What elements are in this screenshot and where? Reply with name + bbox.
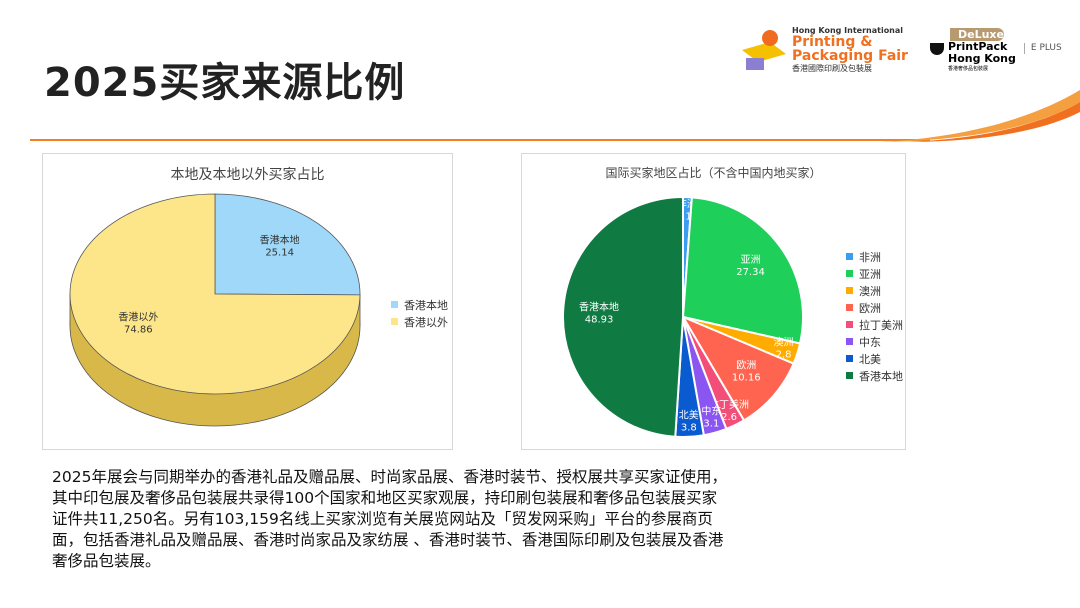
pie-slice — [214, 193, 361, 296]
logo-badge: DeLuxe — [950, 28, 1004, 41]
pie-slice — [680, 314, 795, 422]
logo-text: E PLUS — [1023, 43, 1062, 54]
logo-text: 香港國際印刷及包裝展 — [792, 64, 872, 73]
legend: 香港本地 香港以外 — [391, 296, 448, 330]
logo-text: Printing & — [792, 34, 873, 50]
pie-slice — [561, 195, 684, 438]
legend-swatch — [391, 318, 398, 325]
pie-slice — [69, 193, 361, 395]
logo-text: Packaging Fair — [792, 48, 908, 64]
legend-swatch — [846, 253, 853, 260]
data-label: 澳洲 2.8 — [774, 335, 794, 360]
logo-text: Hong Kong — [948, 52, 1016, 65]
data-label: 香港本地 48.93 — [579, 300, 619, 325]
legend-label: 欧洲 — [859, 301, 881, 315]
logo-text: Hong Kong International — [792, 26, 904, 35]
data-label: 香港本地 25.14 — [260, 233, 300, 258]
legend-swatch — [846, 321, 853, 328]
logo-text: 香港奢侈品包裝展 — [948, 66, 989, 72]
legend-label: 香港本地 — [404, 298, 448, 312]
legend-label: 非洲 — [859, 250, 881, 264]
data-label: 北美 3.8 — [679, 408, 699, 433]
data-label: 亚洲 27.34 — [736, 254, 765, 278]
legend-item: 香港本地 — [391, 296, 448, 313]
data-label: 欧洲 10.16 — [732, 359, 761, 383]
legend-item: 非洲 — [846, 248, 903, 265]
deluxe-logo: DeLuxe PrintPack Hong Kong 香港奢侈品包裝展 E PL… — [930, 28, 1062, 72]
chart-title: 国际买家地区占比（不含中国内地买家） — [605, 166, 822, 180]
legend-item: 香港本地 — [846, 367, 903, 384]
data-label: 香港以外 74.86 — [118, 312, 158, 336]
legend-label: 拉丁美洲 — [859, 318, 903, 332]
page-title: 2025买家来源比例 — [44, 60, 406, 106]
description-paragraph: 2025年展会与同期举办的香港礼品及赠品展、时尚家品展、香港时装节、授权展共享买… — [52, 468, 727, 570]
legend-item: 中东 — [846, 333, 903, 350]
legend-item: 拉丁美洲 — [846, 316, 903, 333]
logo-text: PrintPack — [948, 40, 1008, 53]
chart-international: 国际买家地区占比（不含中国内地买家） 非洲 1.18 亚洲 27.34 澳洲 2.8 欧洲 1… — [521, 153, 906, 450]
legend-swatch — [846, 270, 853, 277]
legend-label: 北美 — [859, 352, 881, 366]
legend-item: 亚洲 — [846, 265, 903, 282]
header-divider — [30, 90, 1080, 142]
legend-swatch — [391, 301, 398, 308]
legend-label: 中东 — [859, 335, 881, 349]
legend-item: 澳洲 — [846, 282, 903, 299]
legend-swatch — [846, 287, 853, 294]
legend-swatch — [846, 372, 853, 379]
legend-label: 香港以外 — [404, 315, 448, 329]
logo-mark-icon — [930, 43, 944, 55]
pie-3d: 香港本地 25.14 香港以外 74.86 — [69, 193, 361, 427]
data-label: 中东 3.1 — [701, 405, 721, 430]
chart-title: 本地及本地以外买家占比 — [170, 167, 325, 183]
pie-slice — [681, 196, 804, 345]
legend-swatch — [846, 338, 853, 345]
hkipf-logo-icon — [742, 30, 786, 70]
legend-item: 北美 — [846, 350, 903, 367]
legend-swatch — [846, 304, 853, 311]
legend-swatch — [846, 355, 853, 362]
hkipf-logo: Hong Kong International Printing & Packa… — [740, 26, 908, 74]
legend-item: 香港以外 — [391, 313, 448, 330]
legend: 非洲亚洲澳洲欧洲拉丁美洲中东北美香港本地 — [846, 248, 903, 384]
legend-label: 亚洲 — [859, 267, 881, 281]
legend-label: 香港本地 — [859, 369, 903, 383]
legend-item: 欧洲 — [846, 299, 903, 316]
legend-label: 澳洲 — [859, 284, 881, 298]
chart-local-vs-nonlocal: 本地及本地以外买家占比 香港本地 25.14 香港以外 74.86 香港本地香港以外 — [42, 153, 453, 450]
